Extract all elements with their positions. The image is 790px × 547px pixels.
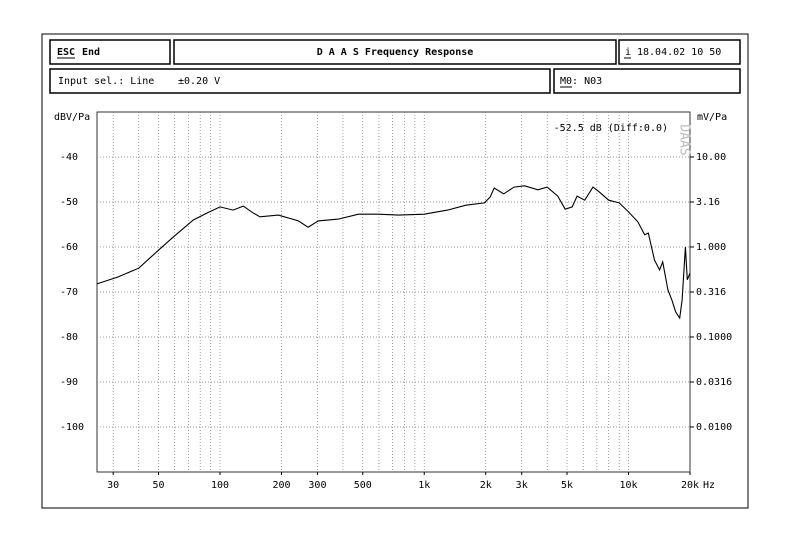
datetime: 18.04.02 10 50 xyxy=(637,47,721,58)
y2-tick-label: 0.0100 xyxy=(696,422,732,433)
x-tick-label: 500 xyxy=(354,480,372,491)
info-box[interactable] xyxy=(618,39,741,65)
x-tick-label: 300 xyxy=(308,480,326,491)
y-axis-label: dBV/Pa xyxy=(54,112,90,123)
y2-tick-label: 3.16 xyxy=(696,197,720,208)
watermark: DAAS xyxy=(677,124,692,155)
y2-tick-label: 0.0316 xyxy=(696,377,732,388)
x-tick-label: 5k xyxy=(561,480,573,491)
esc-button[interactable] xyxy=(49,39,171,65)
x-tick-label: 100 xyxy=(211,480,229,491)
esc-label: End xyxy=(82,47,100,58)
range: ±0.20 V xyxy=(178,76,220,87)
y-tick-label: -70 xyxy=(60,287,78,298)
y2-tick-label: 0.316 xyxy=(696,287,726,298)
response-line xyxy=(96,185,691,320)
x-tick-label: 2k xyxy=(480,480,492,491)
x-tick-label: 20k xyxy=(681,480,699,491)
x-tick-label: 3k xyxy=(516,480,528,491)
memory: M0: N03 xyxy=(560,76,602,87)
x-tick-label: 200 xyxy=(272,480,290,491)
y-tick-label: -50 xyxy=(60,197,78,208)
window-frame xyxy=(41,33,749,509)
esc-key: ESC xyxy=(57,47,75,58)
memory-box[interactable] xyxy=(553,68,741,94)
x-tick-label: 10k xyxy=(619,480,637,491)
x-unit: Hz xyxy=(703,480,715,491)
y2-tick-label: 1.000 xyxy=(696,242,726,253)
y2-axis-label: mV/Pa xyxy=(697,112,727,123)
y-tick-label: -40 xyxy=(60,152,78,163)
input-sel: Input sel.: Line xyxy=(58,76,154,87)
y-tick-label: -80 xyxy=(60,332,78,343)
y-tick-label: -60 xyxy=(60,242,78,253)
y-tick-label: -100 xyxy=(60,422,84,433)
info-key: i xyxy=(625,47,631,58)
x-tick-label: 30 xyxy=(107,480,119,491)
input-box xyxy=(49,68,551,94)
x-tick-label: 1k xyxy=(418,480,430,491)
title-box xyxy=(173,39,617,65)
title: D A A S Frequency Response xyxy=(317,47,474,58)
y2-tick-label: 10.00 xyxy=(696,152,726,163)
y-tick-label: -90 xyxy=(60,377,78,388)
annotation: -52.5 dB (Diff:0.0) xyxy=(554,123,668,134)
y2-tick-label: 0.1000 xyxy=(696,332,732,343)
x-tick-label: 50 xyxy=(152,480,164,491)
